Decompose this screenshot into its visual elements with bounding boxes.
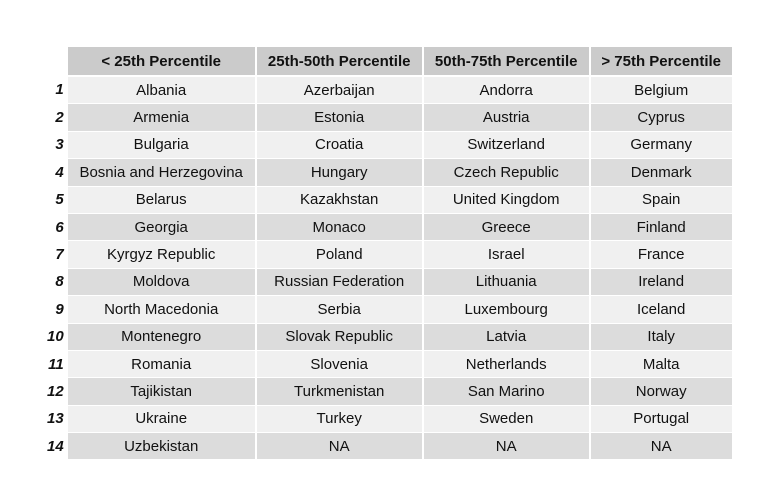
corner-cell <box>47 47 68 76</box>
row-number: 6 <box>55 218 64 236</box>
table-cell: Czech Republic <box>422 158 591 187</box>
table-cell: Andorra <box>422 76 591 105</box>
table-cell: North Macedonia <box>67 295 257 324</box>
row-number: 9 <box>55 300 64 318</box>
table-cell: Malta <box>589 350 734 379</box>
table-cell: Ireland <box>589 268 734 297</box>
table-cell: Netherlands <box>422 350 591 379</box>
table-cell: Poland <box>255 240 424 269</box>
row-number: 5 <box>55 191 64 209</box>
table-cell: Iceland <box>589 295 734 324</box>
table-cell: Albania <box>67 76 257 105</box>
table-cell: Monaco <box>255 213 424 242</box>
table-cell: Bosnia and Herzegovina <box>67 158 257 187</box>
table-cell: Moldova <box>67 268 257 297</box>
table-cell: NA <box>255 432 424 461</box>
percentile-table-container: < 25th Percentile 25th-50th Percentile 5… <box>47 47 734 461</box>
table-row: 12 Tajikistan Turkmenistan San Marino Norway <box>47 377 734 406</box>
percentile-table: < 25th Percentile 25th-50th Percentile 5… <box>47 47 734 461</box>
table-cell: Uzbekistan <box>67 432 257 461</box>
header-row: < 25th Percentile 25th-50th Percentile 5… <box>47 47 734 77</box>
table-cell: United Kingdom <box>422 186 591 214</box>
table-cell: Greece <box>422 213 591 242</box>
table-cell: Sweden <box>422 405 591 434</box>
table-cell: Turkmenistan <box>255 377 424 406</box>
row-number: 8 <box>55 273 64 291</box>
table-cell: Serbia <box>255 295 424 324</box>
row-number: 3 <box>55 136 64 154</box>
table-cell: Kyrgyz Republic <box>67 240 257 269</box>
row-number: 7 <box>55 246 64 264</box>
column-header: 25th-50th Percentile <box>255 47 424 77</box>
row-number: 13 <box>47 410 64 428</box>
column-header: 50th-75th Percentile <box>422 47 591 77</box>
table-cell: Hungary <box>255 158 424 187</box>
table-cell: Ukraine <box>67 405 257 434</box>
table-cell: Cyprus <box>589 103 734 132</box>
column-header: < 25th Percentile <box>67 47 257 77</box>
table-cell: Georgia <box>67 213 257 242</box>
table-body: 1 Albania Azerbaijan Andorra Belgium 2 Armenia… <box>47 76 734 461</box>
table-row: 1 Albania Azerbaijan Andorra Belgium <box>47 76 734 105</box>
row-number: 10 <box>47 328 64 346</box>
table-cell: Italy <box>589 323 734 351</box>
table-cell: Croatia <box>255 131 424 160</box>
table-cell: Slovenia <box>255 350 424 379</box>
table-cell: NA <box>589 432 734 461</box>
table-cell: Estonia <box>255 103 424 132</box>
table-cell: Denmark <box>589 158 734 187</box>
table-cell: Tajikistan <box>67 377 257 406</box>
table-cell: Bulgaria <box>67 131 257 160</box>
table-cell: Azerbaijan <box>255 76 424 105</box>
table-cell: Norway <box>589 377 734 406</box>
table-cell: Portugal <box>589 405 734 434</box>
table-row: 4 Bosnia and Herzegovina Hungary Czech Repu… <box>47 158 734 187</box>
table-cell: Belgium <box>589 76 734 105</box>
row-number: 12 <box>47 382 64 400</box>
row-number: 11 <box>48 355 64 373</box>
table-cell: Romania <box>67 350 257 379</box>
table-cell: Latvia <box>422 323 591 351</box>
row-number: 14 <box>47 437 64 455</box>
row-number: 1 <box>55 81 64 99</box>
table-row: 10 Montenegro Slovak Republic Latvia Italy <box>47 323 734 351</box>
table-row: 3 Bulgaria Croatia Switzerland Germany <box>47 131 734 160</box>
table-row: 2 Armenia Estonia Austria Cyprus <box>47 103 734 132</box>
table-cell: Spain <box>589 186 734 214</box>
table-cell: Switzerland <box>422 131 591 160</box>
table-cell: Finland <box>589 213 734 242</box>
table-cell: Armenia <box>67 103 257 132</box>
table-cell: Germany <box>589 131 734 160</box>
table-cell: Russian Federation <box>255 268 424 297</box>
table-cell: Montenegro <box>67 323 257 351</box>
column-header: > 75th Percentile <box>589 47 734 77</box>
table-cell: Kazakhstan <box>255 186 424 214</box>
table-cell: Turkey <box>255 405 424 434</box>
table-cell: Slovak Republic <box>255 323 424 351</box>
table-cell: Belarus <box>67 186 257 214</box>
table-row: 8 Moldova Russian Federation Lithuania Irela… <box>47 268 734 297</box>
table-row: 6 Georgia Monaco Greece Finland <box>47 213 734 242</box>
table-row: 7 Kyrgyz Republic Poland Israel France <box>47 240 734 269</box>
table-row: 5 Belarus Kazakhstan United Kingdom Spain <box>47 186 734 214</box>
table-cell: San Marino <box>422 377 591 406</box>
table-cell: France <box>589 240 734 269</box>
table-row: 14 Uzbekistan NA NA NA <box>47 432 734 461</box>
table-row: 9 North Macedonia Serbia Luxembourg Iceland <box>47 295 734 324</box>
table-cell: Austria <box>422 103 591 132</box>
table-cell: Israel <box>422 240 591 269</box>
table-row: 11 Romania Slovenia Netherlands Malta <box>47 350 734 379</box>
table-cell: NA <box>422 432 591 461</box>
row-number: 4 <box>55 163 64 181</box>
row-number: 2 <box>55 109 64 127</box>
table-cell: Lithuania <box>422 268 591 297</box>
table-row: 13 Ukraine Turkey Sweden Portugal <box>47 405 734 434</box>
table-cell: Luxembourg <box>422 295 591 324</box>
